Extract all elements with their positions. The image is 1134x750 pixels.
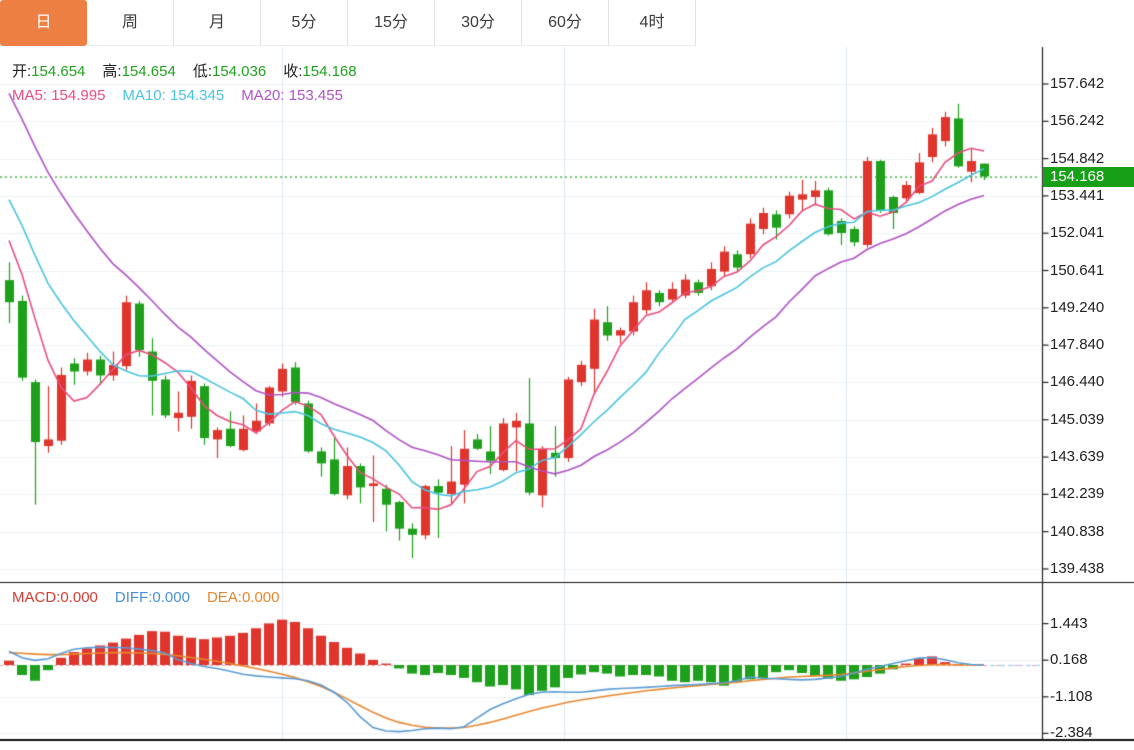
macd-value-readout: MACD:0.000 (12, 589, 98, 606)
timeframe-tabs: 日周月 5分 15分 30分 60分 4时 (0, 0, 696, 47)
ma5-readout: MA5: 154.995 (12, 87, 106, 104)
timeframe-tab-3[interactable]: 月 (174, 0, 261, 46)
timeframe-tab-4[interactable]: 5分 (261, 0, 348, 46)
low-readout: 低:154.036 (192, 63, 267, 80)
current-price-badge: 154.168 (1043, 166, 1134, 187)
close-readout: 收:154.168 (283, 63, 357, 80)
ohlc-readout: 开:154.654 高:154.654 低:154.036 收:154.168 (12, 60, 374, 81)
dea-value-readout: DEA:0.000 (206, 589, 280, 606)
timeframe-tab-1[interactable]: 日 (0, 0, 87, 46)
diff-value-readout: DIFF:0.000 (114, 589, 190, 606)
high-readout: 高:154.654 (102, 63, 176, 80)
ma20-readout: MA20: 153.455 (241, 87, 343, 104)
timeframe-tab-8[interactable]: 4时 (609, 0, 696, 46)
ma-readout: MA5: 154.995 MA10: 154.345 MA20: 153.455 (12, 87, 360, 104)
timeframe-tab-7[interactable]: 60分 (522, 0, 609, 46)
timeframe-tab-5[interactable]: 15分 (348, 0, 435, 46)
ma10-readout: MA10: 154.345 (122, 87, 225, 104)
timeframe-tab-6[interactable]: 30分 (435, 0, 522, 46)
timeframe-tab-2[interactable]: 周 (87, 0, 174, 46)
macd-readout: MACD:0.000 DIFF:0.000 DEA:0.000 (12, 589, 297, 606)
open-readout: 开:154.654 (12, 63, 86, 80)
